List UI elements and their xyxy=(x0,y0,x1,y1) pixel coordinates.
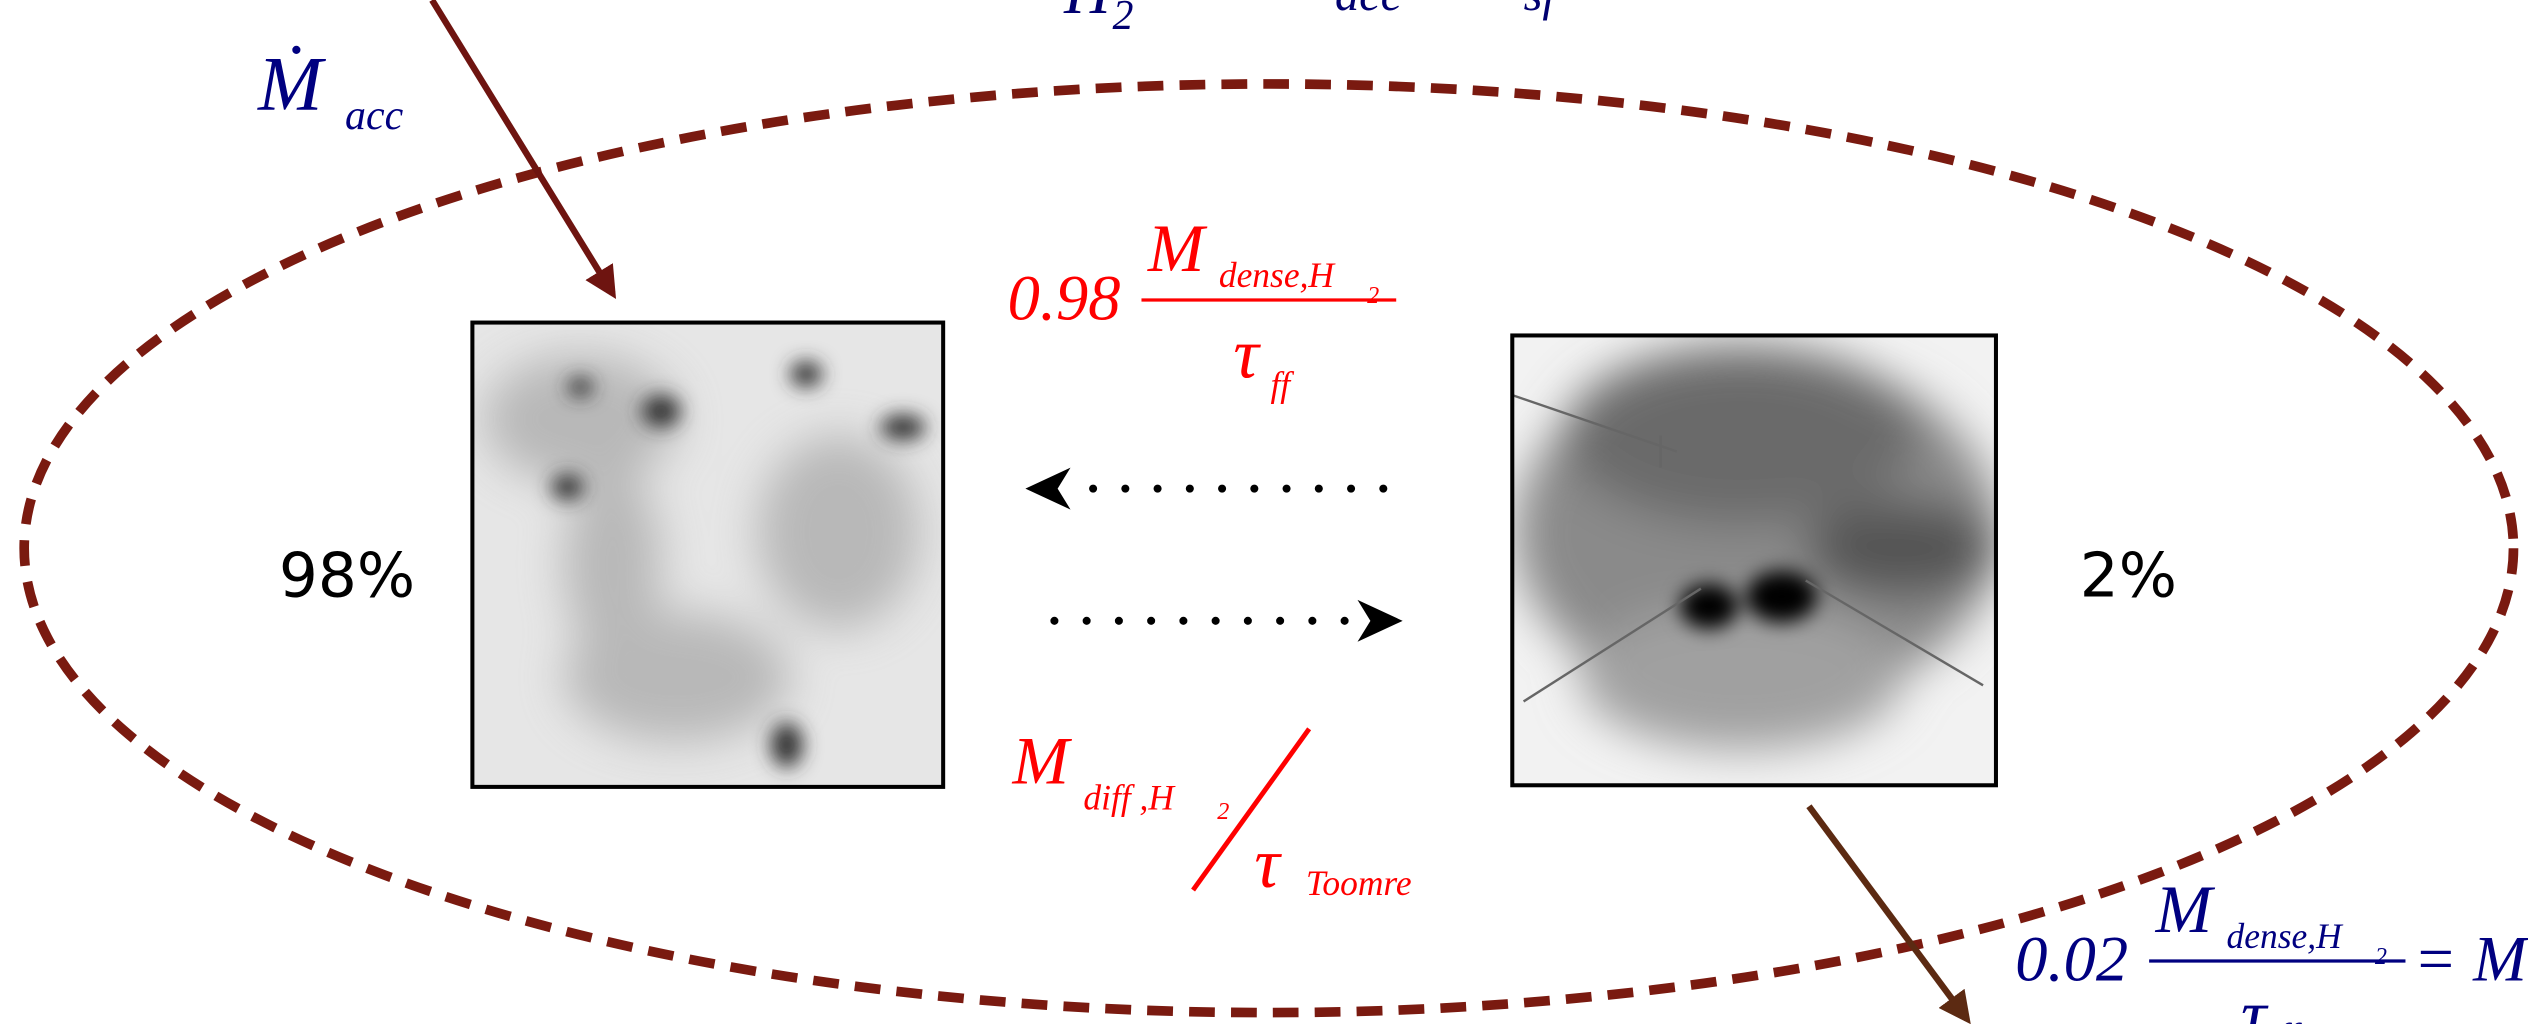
rate-to-dense: M diff ,H 2 τ Toomre xyxy=(1011,724,1411,903)
numerator: M xyxy=(1011,724,1072,799)
coefficient: 0.98 xyxy=(1008,262,1121,333)
numerator: M xyxy=(1147,211,1208,286)
diagram: H 2 acc sf Ṁ acc 98% 2% 0.98 M dense,H 2… xyxy=(0,0,2528,1024)
fragment: sf xyxy=(1524,0,1563,21)
dense-gas-image xyxy=(1512,335,1999,785)
numerator-sub: dense,H xyxy=(1219,255,1337,295)
inflow-symbol: Ṁ xyxy=(257,41,326,127)
coefficient: 0.02 xyxy=(2015,923,2128,994)
fragment: 2 xyxy=(1112,0,1133,39)
numerator-sub: dense,H xyxy=(2227,916,2345,956)
diffuse-percent: 98% xyxy=(279,541,415,612)
arrow-head xyxy=(1358,600,1403,642)
rate-to-diffuse: 0.98 M dense,H 2 τ ff xyxy=(1008,211,1397,405)
arrow-head xyxy=(1025,468,1070,510)
fraction-slash xyxy=(1193,729,1309,890)
diffuse-gas-image xyxy=(472,323,943,787)
denominator-sub: ff xyxy=(1270,365,1294,405)
denominator-sub: Toomre xyxy=(1306,863,1412,903)
denominator-sub: ff xyxy=(2278,1016,2302,1024)
numerator: M xyxy=(2155,872,2216,947)
outflow-arrow xyxy=(1809,806,1967,1019)
outflow-rate: 0.02 M dense,H 2 τ ff = M xyxy=(2015,872,2528,1024)
inflow-sub: acc xyxy=(345,93,404,139)
numerator-sub: diff ,H xyxy=(1083,777,1176,817)
fragment: acc xyxy=(1335,0,1402,21)
numerator-subsub: 2 xyxy=(2375,943,2387,970)
denominator: τ xyxy=(1254,825,1282,903)
inflow-arrow xyxy=(432,0,613,293)
numerator-subsub: 2 xyxy=(1217,798,1229,825)
dense-percent: 2% xyxy=(2080,541,2177,612)
fragment: H xyxy=(1063,0,1114,27)
denominator: τ xyxy=(1233,315,1261,393)
rhs: = M xyxy=(2414,923,2528,994)
denominator: τ xyxy=(2241,976,2269,1024)
numerator-subsub: 2 xyxy=(1367,282,1379,309)
